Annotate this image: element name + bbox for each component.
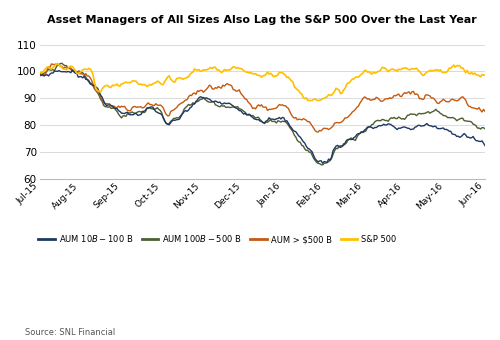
Text: Source: SNL Financial: Source: SNL Financial bbox=[25, 328, 115, 337]
Legend: AUM $10 B - $100 B, AUM $100 B - $500 B, AUM > $500 B, S&P 500: AUM $10 B - $100 B, AUM $100 B - $500 B,… bbox=[35, 230, 400, 248]
Title: Asset Managers of All Sizes Also Lag the S&P 500 Over the Last Year: Asset Managers of All Sizes Also Lag the… bbox=[48, 15, 477, 25]
